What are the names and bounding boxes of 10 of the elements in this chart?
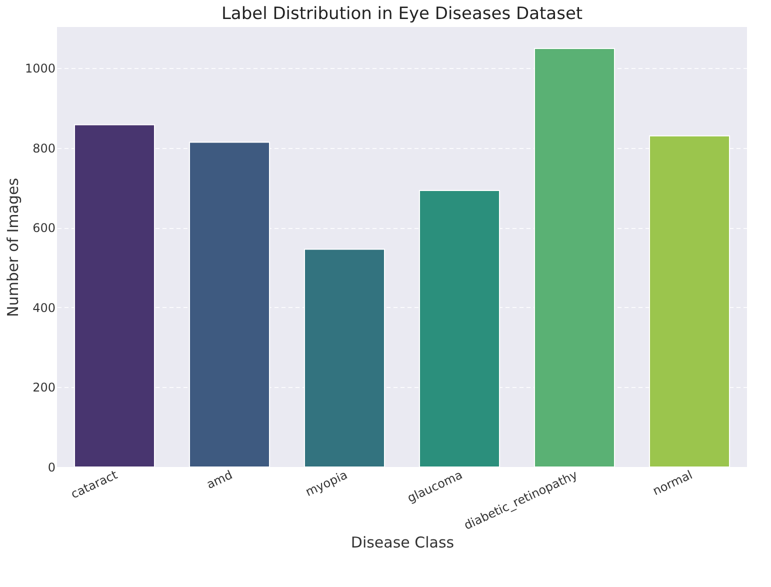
x-axis-title: Disease Class bbox=[350, 534, 454, 552]
y-tick-label: 800 bbox=[32, 141, 56, 156]
y-tick-label: 0 bbox=[48, 460, 56, 474]
y-tick-label: 600 bbox=[32, 221, 56, 236]
y-tick-label: 1000 bbox=[24, 62, 56, 76]
x-tick-label: amd bbox=[204, 468, 235, 492]
chart-title: Label Distribution in Eye Diseases Dataset bbox=[221, 4, 583, 24]
y-axis-title: Number of Images bbox=[4, 178, 22, 318]
y-tick-label: 400 bbox=[32, 300, 56, 315]
y-tick-label: 200 bbox=[32, 380, 56, 395]
